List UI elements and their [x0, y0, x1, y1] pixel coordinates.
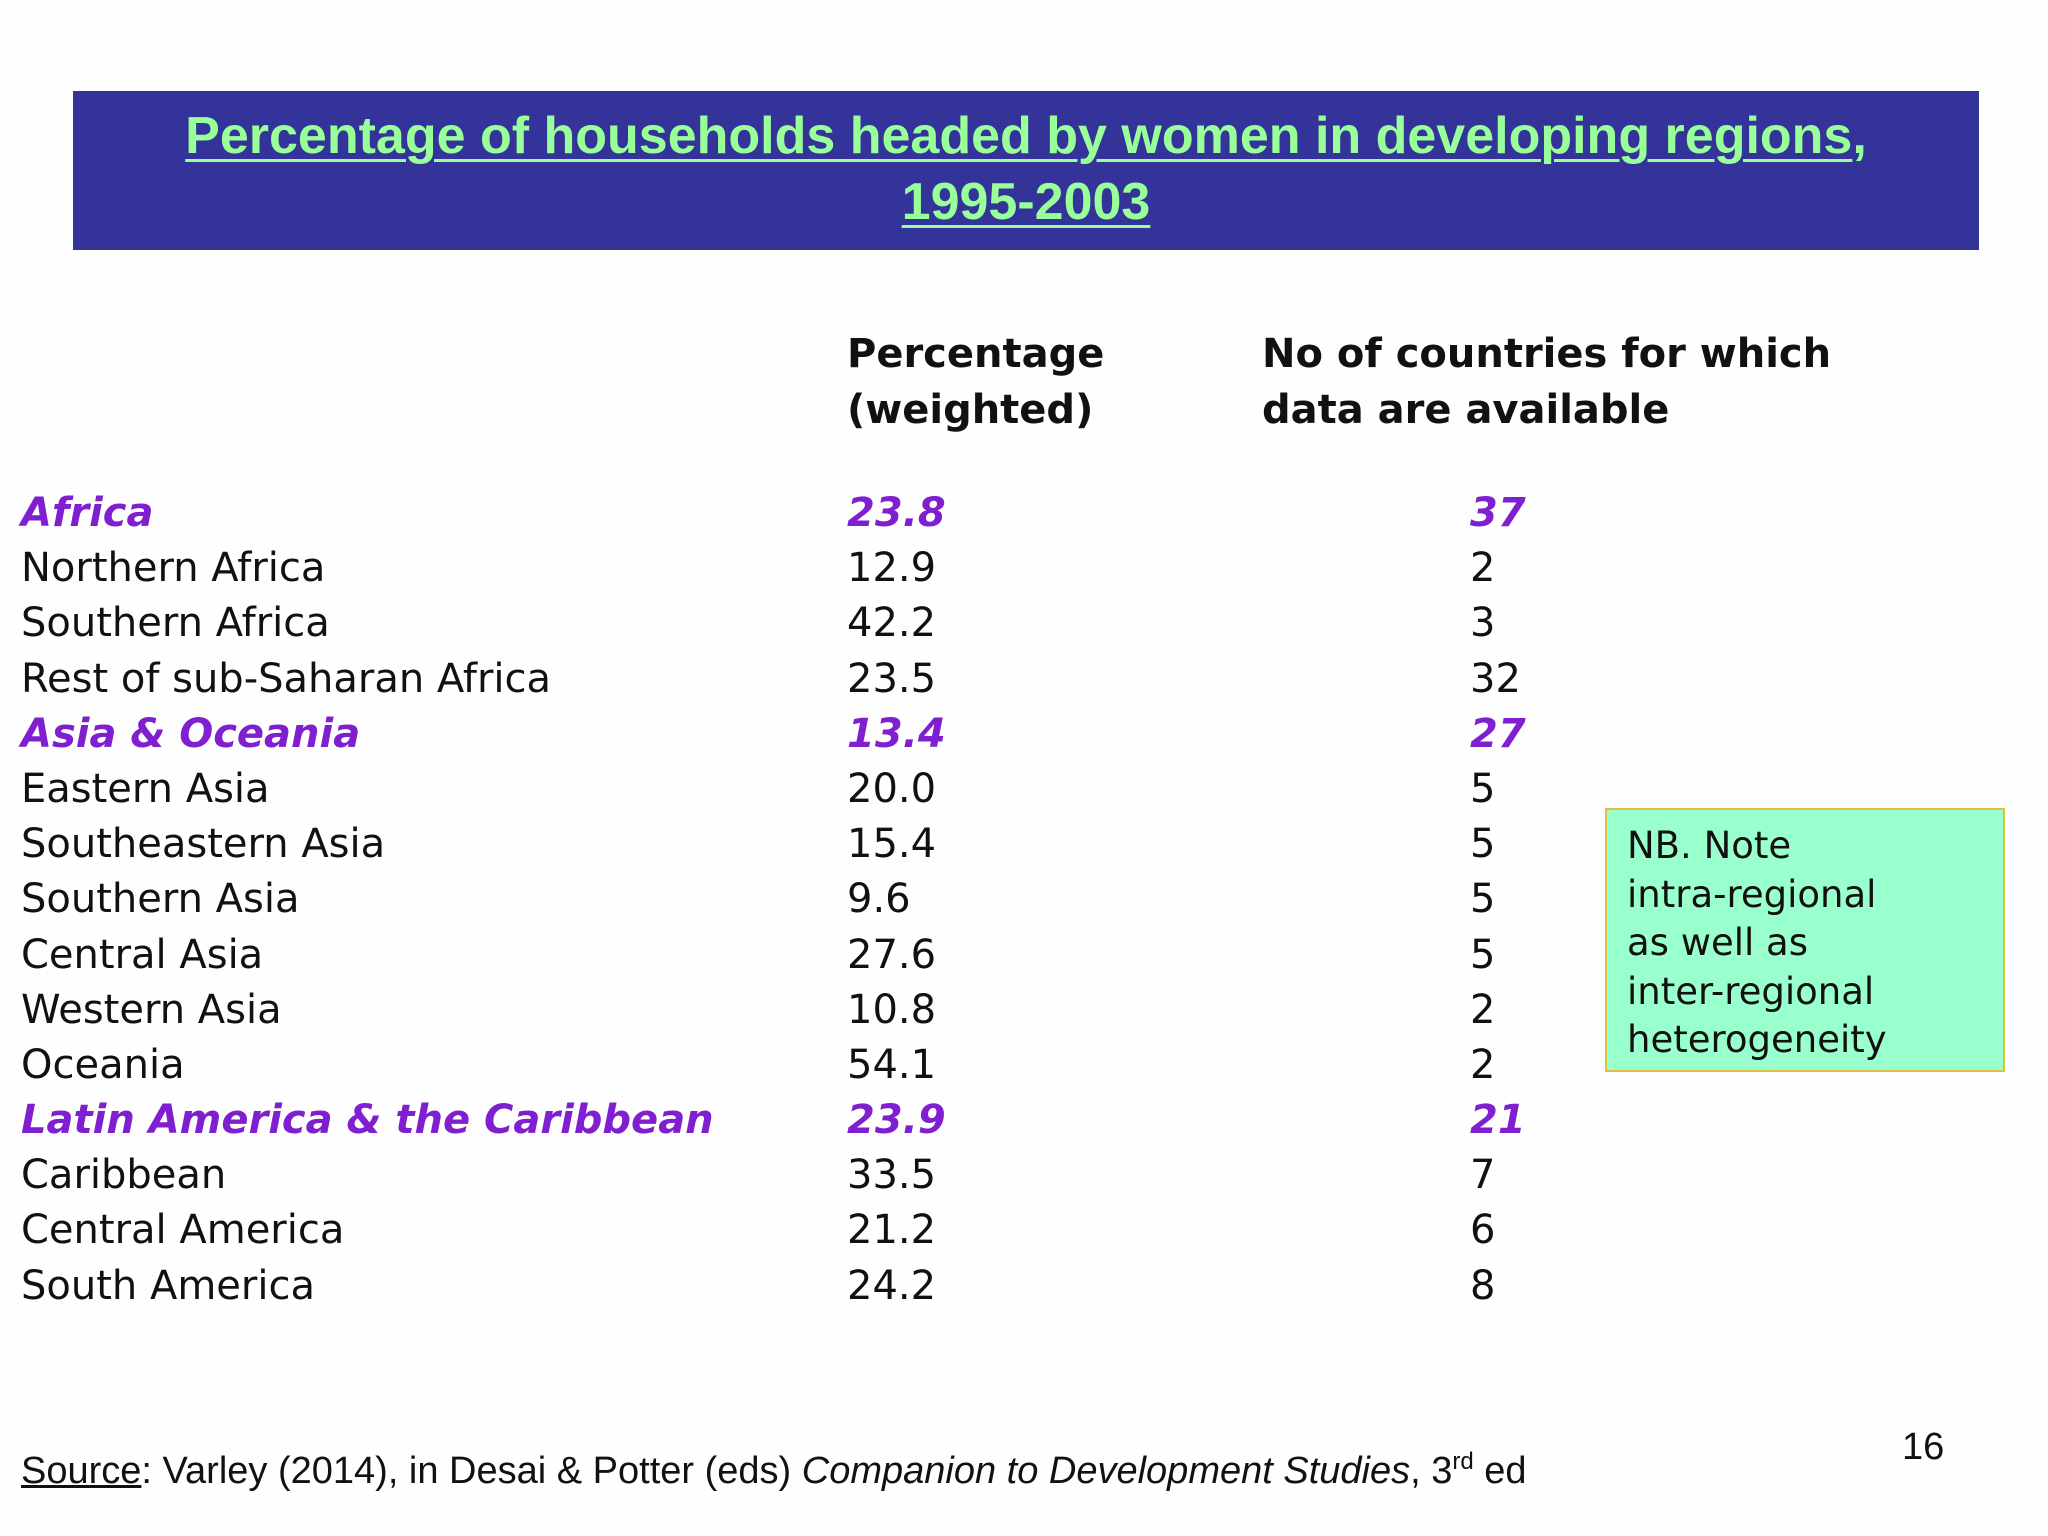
- subregion-row: Rest of sub-Saharan Africa 23.5 32: [0, 652, 2048, 707]
- column-header-countries-line-1: No of countries for which: [1262, 331, 1832, 377]
- page-number: 16: [1902, 1426, 1945, 1468]
- row-name: Southern Asia: [21, 876, 300, 923]
- note-line: inter-regional: [1627, 969, 1875, 1013]
- row-name: Southern Africa: [21, 600, 330, 647]
- source-book-title: Companion to Development Studies: [801, 1450, 1411, 1492]
- subregion-row: Western Asia 10.8 2: [0, 983, 2048, 1038]
- row-percentage: 33.5: [847, 1152, 937, 1199]
- note-box: NB. Note intra-regional as well as inter…: [1605, 808, 2005, 1072]
- column-header-percentage-line-2: (weighted): [847, 387, 1094, 433]
- row-country-count: 8: [1470, 1262, 1496, 1309]
- row-percentage: 23.5: [847, 655, 937, 702]
- source-text: : Varley (2014), in Desai & Potter (eds): [141, 1450, 802, 1492]
- row-percentage: 20.0: [847, 765, 937, 812]
- title-banner: Percentage of households headed by women…: [73, 91, 1979, 250]
- row-percentage: 21.2: [847, 1207, 937, 1254]
- row-name: Central America: [21, 1207, 345, 1254]
- subregion-row: Southern Asia 9.6 5: [0, 872, 2048, 927]
- row-percentage: 54.1: [847, 1041, 937, 1088]
- subregion-row: Central Asia 27.6 5: [0, 928, 2048, 983]
- row-country-count: 5: [1470, 876, 1496, 923]
- source-edition-ed: ed: [1473, 1450, 1527, 1492]
- row-name: Western Asia: [21, 986, 282, 1033]
- note-line: heterogeneity: [1627, 1018, 1887, 1061]
- row-percentage: 23.9: [847, 1097, 946, 1144]
- row-percentage: 23.8: [847, 490, 946, 536]
- region-row: Asia & Oceania 13.4 27: [0, 707, 2048, 762]
- row-name: Central Asia: [21, 931, 264, 978]
- row-country-count: 5: [1470, 931, 1496, 978]
- row-name: Asia & Oceania: [21, 710, 361, 757]
- row-percentage: 24.2: [847, 1262, 937, 1309]
- row-percentage: 12.9: [847, 545, 937, 592]
- row-name: Southeastern Asia: [21, 821, 386, 868]
- row-country-count: 2: [1470, 545, 1496, 592]
- row-country-count: 5: [1470, 765, 1496, 812]
- title-text-1: Percentage of households headed by women…: [185, 107, 1853, 165]
- note-line: intra-regional: [1627, 872, 1877, 916]
- row-name: South America: [21, 1262, 315, 1309]
- note-line: as well as: [1627, 921, 1809, 964]
- row-country-count: 21: [1470, 1097, 1526, 1144]
- source-edition: , 3: [1410, 1450, 1453, 1492]
- row-country-count: 7: [1470, 1152, 1496, 1199]
- row-percentage: 15.4: [847, 821, 937, 868]
- source-edition-suffix: rd: [1452, 1448, 1474, 1475]
- region-row: Africa 23.8 37: [0, 486, 2048, 541]
- subregion-row: Northern Africa 12.9 2: [0, 541, 2048, 596]
- row-name: Eastern Asia: [21, 765, 270, 812]
- data-table: Africa 23.8 37 Northern Africa 12.9 2 Southern…: [0, 486, 2048, 1314]
- column-header-percentage: Percentage (weighted): [847, 326, 1104, 438]
- row-country-count: 3: [1470, 600, 1496, 647]
- subregion-row: Southern Africa 42.2 3: [0, 596, 2048, 651]
- row-percentage: 9.6: [847, 876, 911, 923]
- source-label: Source: [21, 1450, 142, 1492]
- subregion-row: Eastern Asia 20.0 5: [0, 762, 2048, 817]
- row-country-count: 37: [1470, 490, 1526, 536]
- subregion-row: Caribbean 33.5 7: [0, 1148, 2048, 1203]
- row-percentage: 13.4: [847, 710, 946, 757]
- title-line-2: 1995-2003: [901, 173, 1151, 231]
- row-country-count: 27: [1470, 710, 1526, 757]
- row-percentage: 10.8: [847, 986, 937, 1033]
- row-name: Latin America & the Caribbean: [21, 1097, 714, 1144]
- row-country-count: 6: [1470, 1207, 1496, 1254]
- row-country-count: 2: [1470, 1041, 1496, 1088]
- title-comma: ,: [1852, 107, 1867, 165]
- row-percentage: 42.2: [847, 600, 937, 647]
- row-name: Rest of sub-Saharan Africa: [21, 655, 551, 702]
- row-country-count: 32: [1470, 655, 1521, 702]
- row-name: Northern Africa: [21, 545, 326, 592]
- subregion-row: Oceania 54.1 2: [0, 1038, 2048, 1093]
- row-name: Caribbean: [21, 1152, 227, 1199]
- subregion-row: Central America 21.2 6: [0, 1203, 2048, 1258]
- title-line-1: Percentage of households headed by women…: [73, 103, 1979, 169]
- source-citation: Source: Varley (2014), in Desai & Potter…: [21, 1448, 1527, 1494]
- column-header-countries-line-2: data are available: [1262, 387, 1670, 433]
- subregion-row: South America 24.2 8: [0, 1259, 2048, 1314]
- row-name: Africa: [21, 490, 154, 536]
- subregion-row: Southeastern Asia 15.4 5: [0, 817, 2048, 872]
- row-country-count: 5: [1470, 821, 1496, 868]
- column-header-countries: No of countries for which data are avail…: [1262, 326, 1831, 438]
- region-row: Latin America & the Caribbean 23.9 21: [0, 1093, 2048, 1148]
- row-percentage: 27.6: [847, 931, 937, 978]
- note-line: NB. Note: [1627, 824, 1792, 867]
- row-country-count: 2: [1470, 986, 1496, 1033]
- column-header-percentage-line-1: Percentage: [847, 331, 1105, 377]
- row-name: Oceania: [21, 1041, 185, 1088]
